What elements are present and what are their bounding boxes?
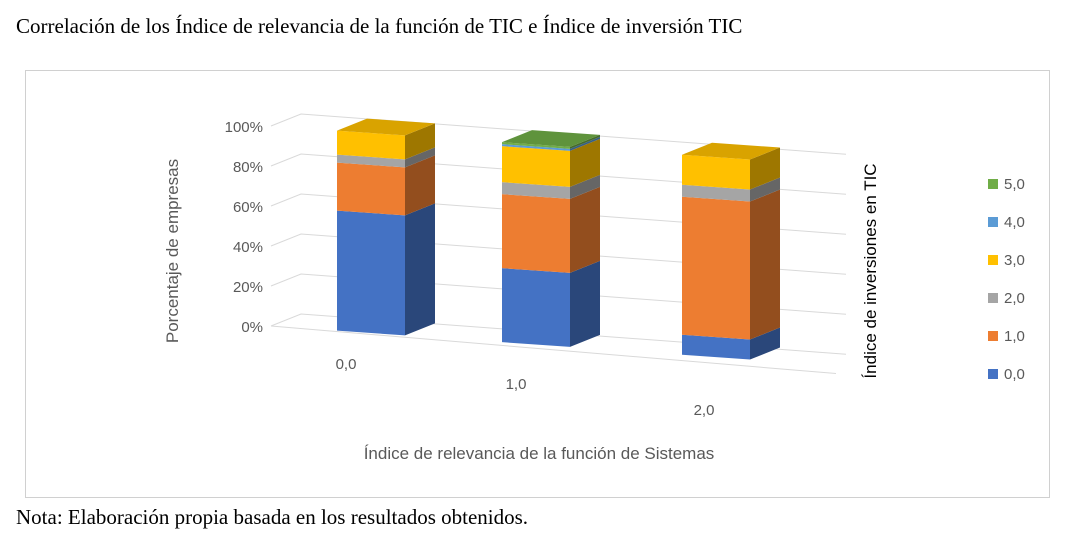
bar-segment-side <box>750 327 780 360</box>
bar-segment-side <box>570 134 600 149</box>
y-tick-label: 60% <box>233 199 263 216</box>
x-axis-label: Índice de relevancia de la función de Si… <box>364 444 715 463</box>
legend-swatch <box>988 179 998 189</box>
y-tick-label: 100% <box>225 119 263 136</box>
bar-segment-side <box>750 147 780 190</box>
bar-segment-side <box>405 155 435 216</box>
bar-segment <box>337 130 405 160</box>
bar-segment-side <box>405 147 435 168</box>
gridline <box>270 313 847 355</box>
bar-segment-side <box>405 123 435 160</box>
legend-label: 1,0 <box>1004 328 1025 345</box>
bar-segment <box>337 210 405 336</box>
y-axis-label: Porcentaje de empresas <box>163 159 182 343</box>
legend-label: 5,0 <box>1004 176 1025 193</box>
bar-segment <box>682 154 750 190</box>
bar-top <box>682 142 780 160</box>
bar-segment-side <box>570 136 600 151</box>
legend-label: 4,0 <box>1004 214 1025 231</box>
legend-label: 2,0 <box>1004 290 1025 307</box>
gridline <box>270 193 847 235</box>
bar-segment <box>502 194 570 273</box>
bar-segment-side <box>750 177 780 202</box>
bars <box>337 118 780 360</box>
x-tick-label: 2,0 <box>694 402 715 419</box>
legend: 5,0 4,0 3,0 2,0 1,0 0,0 <box>988 176 1025 383</box>
stacked-bar-chart: 0% 20% 40% 60% 80% 100% 0,0 1,0 2,0 Porcentaje … <box>163 113 1025 463</box>
bar-stack <box>337 118 435 336</box>
bar-stack <box>502 130 600 347</box>
bar-stack <box>682 142 780 360</box>
x-tick-labels: 0,0 1,0 2,0 <box>336 356 715 419</box>
legend-swatch <box>988 331 998 341</box>
bar-segment <box>502 142 570 149</box>
figure-note: Nota: Elaboración propia basada en los r… <box>16 505 529 529</box>
legend-label: 0,0 <box>1004 366 1025 383</box>
bar-segment-side <box>570 138 600 187</box>
legend-swatch <box>988 255 998 265</box>
bar-top <box>337 118 435 136</box>
legend-label: 3,0 <box>1004 252 1025 269</box>
gridline <box>270 273 847 315</box>
bar-top <box>502 130 600 147</box>
bar-segment-side <box>570 260 600 347</box>
chart-frame: 0% 20% 40% 60% 80% 100% 0,0 1,0 2,0 Porcentaje … <box>25 70 1050 498</box>
bar-segment-side <box>405 203 435 336</box>
bar-segment <box>682 334 750 360</box>
gridline <box>270 113 847 155</box>
legend-swatch <box>988 217 998 227</box>
bar-segment-side <box>570 186 600 273</box>
x-tick-label: 0,0 <box>336 356 357 373</box>
bar-segment <box>502 146 570 187</box>
bar-segment <box>502 268 570 347</box>
y-tick-label: 0% <box>241 319 263 336</box>
y-tick-label: 80% <box>233 159 263 176</box>
bar-segment <box>502 144 570 151</box>
legend-swatch <box>988 369 998 379</box>
figure-title: Correlación de los Índice de relevancia … <box>16 14 743 38</box>
bar-segment-side <box>570 174 600 199</box>
legend-title: Índice de inversiones en TIC <box>861 163 880 378</box>
bar-segment <box>337 154 405 168</box>
bar-segment <box>337 162 405 216</box>
x-tick-label: 1,0 <box>506 376 527 393</box>
gridline <box>270 153 847 195</box>
floor-edge <box>270 325 837 375</box>
bar-segment-side <box>750 189 780 340</box>
y-tick-label: 20% <box>233 279 263 296</box>
bar-segment <box>682 196 750 340</box>
y-tick-labels: 0% 20% 40% 60% 80% 100% <box>225 119 263 336</box>
bar-segment <box>502 182 570 199</box>
gridline <box>270 233 847 275</box>
legend-swatch <box>988 293 998 303</box>
y-tick-label: 40% <box>233 239 263 256</box>
bar-segment <box>682 184 750 202</box>
gridlines <box>270 113 847 375</box>
